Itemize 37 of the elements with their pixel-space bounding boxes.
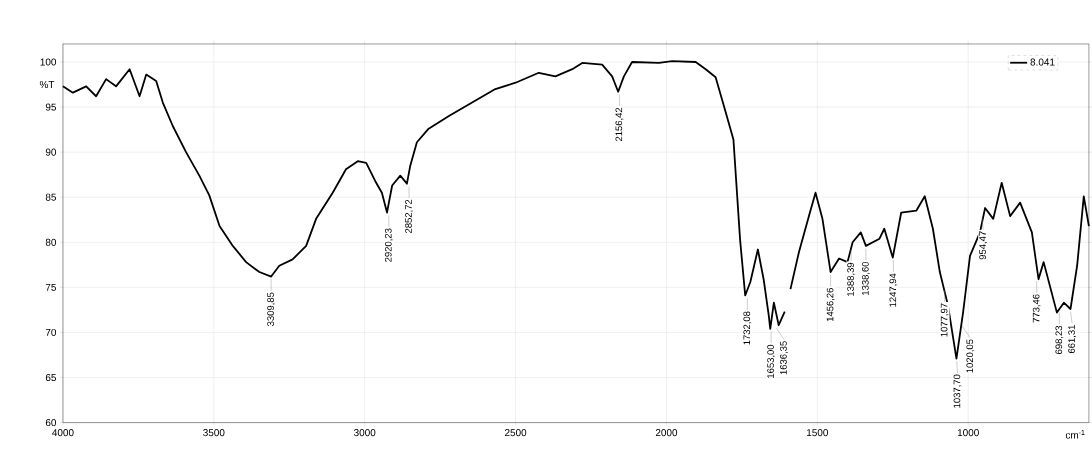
annotation: 773,46 [1032, 294, 1041, 323]
annotation: 1037,70 [953, 374, 962, 408]
annotation: 1247,94 [889, 273, 898, 307]
annotation: 2852,72 [405, 200, 413, 234]
y-tick-label: 70 [45, 329, 57, 337]
annotation: 1388,39 [847, 263, 856, 297]
x-tick-label: 2500 [505, 429, 527, 437]
x-axis-title: cm$^{-1}$ [1065, 430, 1085, 439]
annotation: 1636,35 [780, 341, 788, 375]
x-tick-label: 2000 [655, 429, 678, 437]
annotation: 661,31 [1068, 325, 1077, 354]
annotation: 1077,97 [940, 303, 949, 337]
annotation: 954,47 [979, 231, 988, 260]
y-tick-label: 75 [45, 284, 57, 292]
annotation: 1338,60 [862, 262, 870, 296]
y-tick-label: 90 [45, 148, 57, 156]
annotation: 1456,26 [826, 288, 835, 322]
annotation: 3309,85 [267, 292, 276, 327]
y-tick-label: 60 [45, 419, 57, 427]
legend-label: 8.041 [1030, 58, 1055, 66]
x-tick-label: 3500 [203, 429, 225, 437]
y-tick-label: 80 [45, 238, 57, 247]
x-tick-label: 1000 [957, 429, 979, 437]
annotation: 698,23 [1055, 326, 1064, 355]
annotation: 1732,08 [743, 311, 752, 345]
x-tick-label: 3000 [354, 429, 376, 437]
y-tick-label: 85 [45, 193, 57, 201]
y-tick-label: 65 [45, 374, 57, 382]
x-tick-label: 1500 [807, 429, 829, 437]
annotation: 2156,42 [615, 108, 624, 142]
y-tick-label: 95 [45, 103, 57, 111]
x-tick-label: 4000 [52, 429, 74, 437]
annotation: 2920,23 [384, 228, 393, 263]
y-tick-label: 100 [40, 58, 57, 66]
annotation: 1020,05 [966, 339, 975, 373]
y-axis-title: %T [39, 81, 55, 89]
annotation: 1653,00 [767, 345, 776, 379]
